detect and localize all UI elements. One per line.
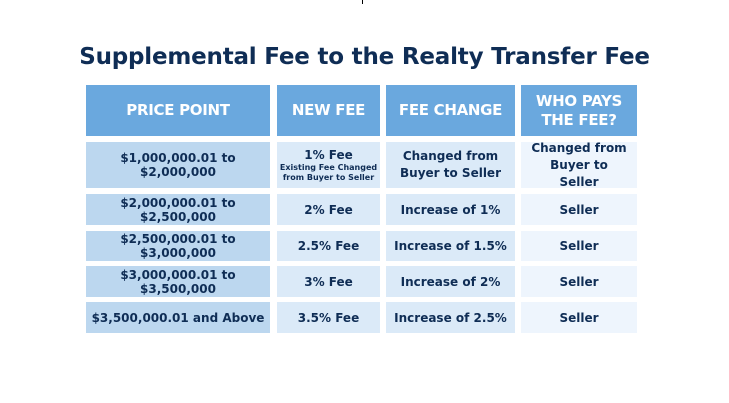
cell-who-pays: Seller bbox=[521, 231, 637, 261]
cell-fee-change: Changed from Buyer to Seller bbox=[386, 142, 515, 188]
new-fee-note: Existing Fee Changed from Buyer to Selle… bbox=[279, 162, 378, 182]
new-fee-value: 1% Fee bbox=[304, 147, 353, 162]
top-tick-mark bbox=[362, 0, 363, 4]
cell-price-point: $2,500,000.01 to $3,000,000 bbox=[86, 231, 270, 261]
cell-who-pays: Seller bbox=[521, 194, 637, 225]
header-new-fee: NEW FEE bbox=[277, 85, 380, 136]
header-who-pays: WHO PAYS THE FEE? bbox=[521, 85, 637, 136]
cell-who-pays: Seller bbox=[521, 302, 637, 333]
cell-price-point: $2,000,000.01 to $2,500,000 bbox=[86, 194, 270, 225]
cell-fee-change: Increase of 1% bbox=[386, 194, 515, 225]
cell-new-fee: 2.5% Fee bbox=[277, 231, 380, 261]
cell-new-fee: 1% Fee Existing Fee Changed from Buyer t… bbox=[277, 142, 380, 188]
cell-new-fee: 3.5% Fee bbox=[277, 302, 380, 333]
page-title: Supplemental Fee to the Realty Transfer … bbox=[79, 44, 650, 70]
cell-fee-change: Increase of 2% bbox=[386, 266, 515, 297]
cell-new-fee: 2% Fee bbox=[277, 194, 380, 225]
cell-fee-change: Increase of 2.5% bbox=[386, 302, 515, 333]
cell-price-point: $3,000,000.01 to $3,500,000 bbox=[86, 266, 270, 297]
cell-price-point: $1,000,000.01 to $2,000,000 bbox=[86, 142, 270, 188]
cell-price-point: $3,500,000.01 and Above bbox=[86, 302, 270, 333]
cell-new-fee: 3% Fee bbox=[277, 266, 380, 297]
header-price-point: PRICE POINT bbox=[86, 85, 270, 136]
cell-fee-change: Increase of 1.5% bbox=[386, 231, 515, 261]
cell-who-pays: Changed from Buyer to Seller bbox=[521, 141, 637, 189]
cell-who-pays: Seller bbox=[521, 266, 637, 297]
header-fee-change: FEE CHANGE bbox=[386, 85, 515, 136]
